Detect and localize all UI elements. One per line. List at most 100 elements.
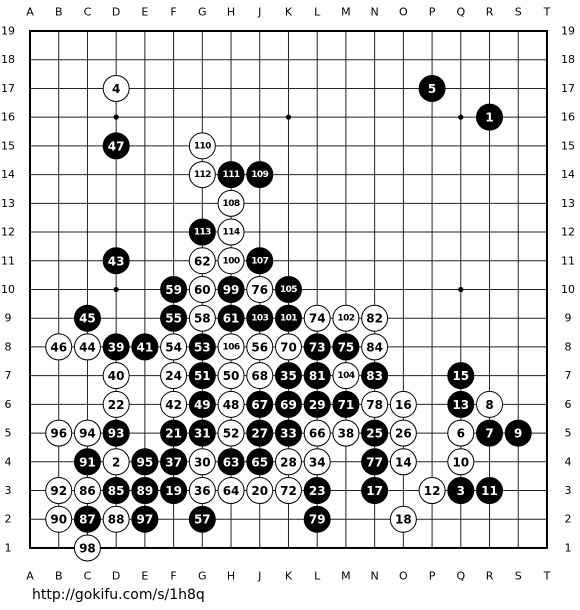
stone — [131, 333, 159, 361]
stone — [274, 448, 302, 476]
move-number: 24 — [165, 369, 182, 383]
column-label: B — [55, 570, 63, 583]
row-label: 15 — [1, 139, 15, 152]
stone — [389, 448, 417, 476]
row-label: 3 — [565, 484, 572, 497]
column-label: J — [257, 6, 261, 19]
stone — [188, 304, 216, 332]
move-number: 23 — [309, 484, 326, 498]
stone — [217, 189, 245, 217]
source-url[interactable]: http://gokifu.com/s/1h8q — [32, 587, 205, 603]
move-number: 78 — [366, 398, 383, 412]
stone — [45, 477, 73, 505]
move-number: 108 — [223, 199, 240, 209]
stone — [45, 333, 73, 361]
column-label: J — [257, 570, 261, 583]
move-number: 12 — [424, 484, 441, 498]
move-number: 96 — [50, 427, 67, 441]
move-number: 57 — [194, 513, 211, 527]
column-label: M — [341, 6, 351, 19]
move-number: 35 — [280, 369, 297, 383]
stone — [389, 419, 417, 447]
stone — [73, 534, 101, 562]
move-number: 106 — [223, 342, 240, 352]
move-number: 113 — [194, 228, 211, 238]
move-number: 79 — [309, 513, 326, 527]
stone — [188, 448, 216, 476]
row-label: 10 — [561, 283, 575, 296]
board-border — [29, 30, 548, 549]
stone — [246, 161, 274, 189]
move-number: 65 — [251, 455, 268, 469]
move-number: 41 — [137, 340, 154, 354]
star-point — [458, 114, 464, 120]
star-point — [113, 286, 119, 293]
move-number: 76 — [251, 283, 268, 297]
stone — [332, 419, 360, 447]
move-number: 82 — [366, 312, 383, 326]
stone — [447, 390, 475, 418]
move-number: 3 — [457, 484, 465, 498]
row-label: 4 — [5, 455, 12, 468]
move-number: 71 — [338, 398, 355, 412]
column-label: T — [543, 570, 551, 583]
row-label: 4 — [565, 455, 572, 468]
stone — [160, 275, 188, 303]
stone — [188, 161, 216, 189]
stone — [217, 362, 245, 390]
stone — [303, 390, 331, 418]
column-label: R — [486, 570, 494, 583]
stone — [217, 419, 245, 447]
stone — [102, 333, 130, 361]
row-label: 10 — [1, 283, 15, 296]
move-number: 84 — [366, 340, 383, 354]
move-number: 56 — [251, 340, 268, 354]
move-number: 40 — [108, 369, 125, 383]
stone — [246, 477, 274, 505]
row-label: 18 — [1, 53, 15, 66]
column-label: E — [141, 570, 148, 583]
move-number: 9 — [514, 427, 522, 441]
move-number: 86 — [79, 484, 96, 498]
move-number: 14 — [395, 455, 412, 469]
column-label: D — [112, 570, 120, 583]
row-label: 7 — [5, 369, 12, 382]
move-number: 48 — [223, 398, 240, 412]
move-number: 36 — [194, 484, 211, 498]
row-label: 19 — [561, 25, 575, 38]
move-number: 103 — [251, 314, 268, 324]
move-number: 89 — [137, 484, 154, 498]
stone — [160, 419, 188, 447]
move-number: 53 — [194, 340, 211, 354]
move-number: 105 — [280, 285, 297, 295]
stone — [246, 419, 274, 447]
move-number: 73 — [309, 340, 326, 354]
move-number: 97 — [137, 513, 154, 527]
stone — [332, 362, 360, 390]
column-label: K — [285, 6, 293, 19]
column-label: N — [371, 570, 379, 583]
stone — [447, 362, 475, 390]
move-number: 81 — [309, 369, 326, 383]
move-number: 72 — [280, 484, 297, 498]
column-label: G — [198, 570, 207, 583]
column-label: L — [314, 6, 321, 19]
move-number: 94 — [79, 427, 96, 441]
move-number: 34 — [309, 455, 326, 469]
move-number: 77 — [366, 455, 383, 469]
row-label: 3 — [5, 484, 12, 497]
move-number: 58 — [194, 312, 211, 326]
stone — [102, 132, 130, 160]
star-point — [458, 286, 464, 293]
stone — [217, 161, 245, 189]
row-label: 9 — [5, 312, 12, 325]
stone — [188, 247, 216, 275]
stone — [476, 390, 504, 418]
column-label: T — [543, 6, 551, 19]
move-number: 91 — [79, 455, 96, 469]
stone — [418, 477, 446, 505]
move-number: 6 — [457, 427, 465, 441]
move-number: 50 — [223, 369, 240, 383]
stone — [217, 448, 245, 476]
